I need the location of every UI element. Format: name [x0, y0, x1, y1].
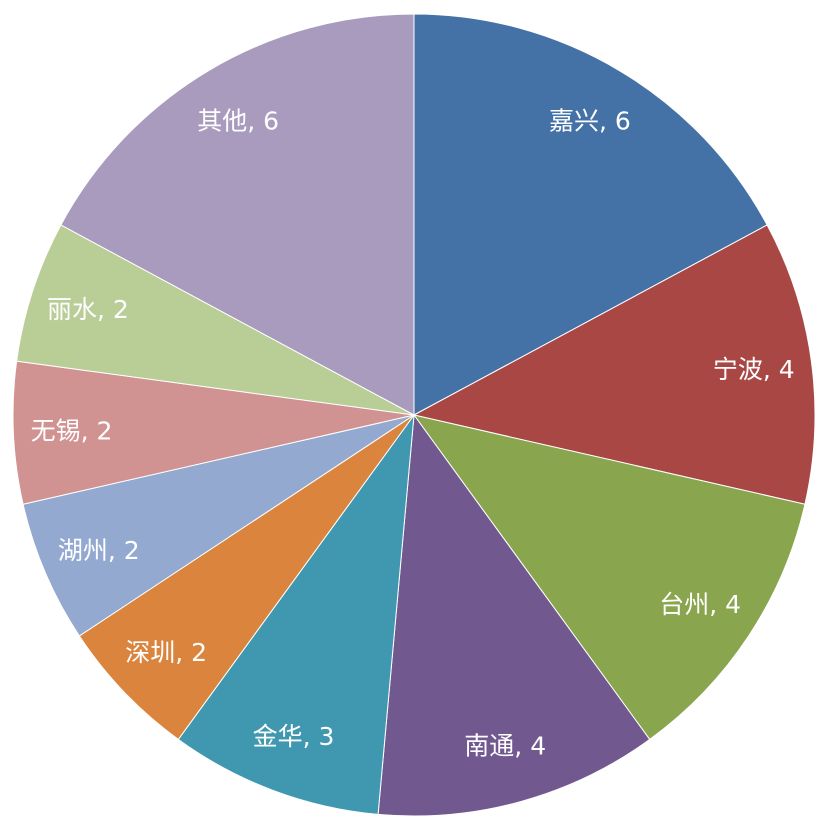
slice-data-label: 其他, 6 — [197, 107, 279, 136]
slice-data-label: 深圳, 2 — [125, 638, 207, 667]
slice-data-label: 金华, 3 — [253, 722, 335, 751]
pie-slice-4 — [177, 413, 415, 815]
slice-data-label: 南通, 4 — [464, 731, 546, 760]
slice-data-label: 嘉兴, 6 — [549, 107, 631, 136]
slice-data-label: 丽水, 2 — [47, 295, 129, 324]
pie-slice-5 — [78, 414, 415, 741]
pie-slice-8 — [16, 224, 415, 416]
slice-data-label: 湖州, 2 — [58, 536, 140, 565]
pie-slice-9 — [60, 13, 415, 416]
pie-slice-6 — [22, 414, 415, 637]
slice-data-label: 无锡, 2 — [31, 416, 113, 445]
pie-slice-1 — [412, 224, 816, 505]
pie-slice-7 — [12, 360, 415, 505]
slice-data-label: 台州, 4 — [659, 590, 741, 619]
pie-slice-0 — [413, 13, 768, 416]
slice-data-label: 宁波, 4 — [713, 355, 795, 384]
pie-slice-2 — [412, 414, 806, 741]
pie-slice-3 — [377, 413, 651, 817]
